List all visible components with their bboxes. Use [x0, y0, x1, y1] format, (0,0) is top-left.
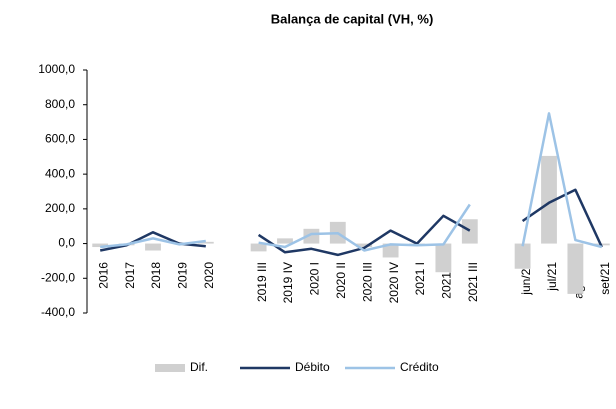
y-tick-label: -400,0 [41, 305, 75, 319]
legend-swatch [155, 364, 185, 372]
bar [145, 243, 161, 251]
line [100, 112, 603, 252]
bar [382, 243, 399, 258]
bar [435, 243, 452, 273]
x-tick-label: jul/21 [545, 262, 559, 292]
x-tick-label: 2018 [149, 262, 163, 289]
legend-label: Dif. [190, 360, 208, 374]
x-tick-label: 2020 II [334, 262, 348, 299]
bar [356, 243, 373, 248]
x-tick-label: set/21 [598, 262, 612, 295]
y-tick-label: 800,0 [45, 97, 75, 111]
bar [514, 243, 531, 269]
bar [92, 243, 109, 248]
bar [303, 228, 320, 244]
bar [461, 219, 478, 244]
x-tick-label: 2016 [96, 262, 110, 289]
y-tick-label: -200,0 [41, 270, 75, 284]
y-tick-label: 200,0 [45, 201, 75, 215]
x-tick-label: 2020 [202, 262, 216, 289]
x-tick-label: jun/21 [519, 262, 533, 296]
x-tick-label: 2019 [176, 262, 190, 289]
legend-label: Crédito [400, 360, 439, 374]
chart-title: Balança de capital (VH, %) [271, 11, 434, 26]
x-tick-label: 2019 III [255, 262, 269, 302]
y-tick-label: 600,0 [45, 132, 75, 146]
x-tick-label: 2020 I [308, 262, 322, 295]
bar [277, 238, 293, 244]
y-tick-label: 400,0 [45, 166, 75, 180]
x-tick-label: 2020 III [360, 262, 374, 302]
x-tick-label: 2020 IV [387, 262, 401, 303]
bar [567, 243, 584, 294]
bar [541, 155, 557, 244]
bar [197, 241, 214, 244]
x-tick-label: 2019 IV [281, 262, 295, 303]
x-tick-label: 2021 III [466, 262, 480, 302]
bar [250, 243, 267, 252]
legend-label: Débito [295, 360, 330, 374]
y-tick-label: 0,0 [58, 236, 75, 250]
x-tick-label: 2017 [123, 262, 137, 289]
y-tick-label: 1000,0 [38, 62, 75, 76]
x-tick-label: 2021 I [413, 262, 427, 295]
